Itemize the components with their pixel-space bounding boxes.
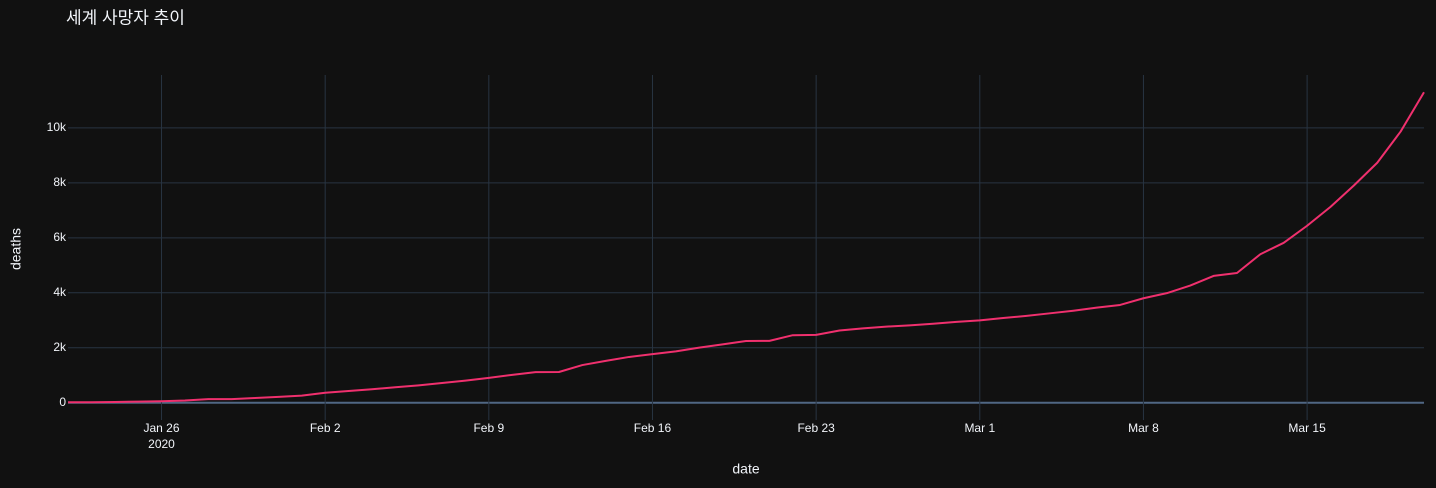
chart-title: 세계 사망자 추이 (66, 8, 185, 27)
y-tick-label: 0 (59, 395, 66, 409)
y-tick-label: 2k (53, 340, 67, 354)
x-tick-label: Mar 1 (964, 421, 995, 435)
y-tick-label: 8k (53, 175, 67, 189)
x-tick-label: Feb 16 (634, 421, 672, 435)
y-axis-title: deaths (8, 228, 24, 270)
x-tick-label: Feb 23 (797, 421, 835, 435)
x-tick-label: Mar 15 (1288, 421, 1326, 435)
x-tick-label: Feb 9 (473, 421, 504, 435)
y-tick-label: 4k (53, 285, 67, 299)
data-line (67, 91, 1425, 404)
x-tick-label: Feb 2 (310, 421, 341, 435)
x-axis-title: date (732, 461, 759, 477)
y-tick-label: 6k (53, 230, 67, 244)
y-tick-label: 10k (47, 120, 67, 134)
x-tick-label: Mar 8 (1128, 421, 1159, 435)
x-year-label: 2020 (148, 437, 175, 451)
x-tick-label: Jan 26 (144, 421, 180, 435)
